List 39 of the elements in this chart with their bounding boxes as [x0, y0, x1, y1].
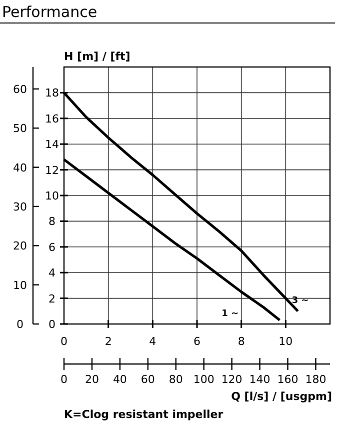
- x-tick-label: 10: [278, 335, 293, 348]
- x2-tick-label: 160: [277, 373, 298, 386]
- x-tick-label: 6: [194, 335, 200, 348]
- x2-tick-label: 180: [305, 373, 326, 386]
- y-tick-label: 6: [48, 240, 56, 254]
- text: K=Clog resistant impeller: [64, 408, 224, 421]
- y2-tick-label: 0: [16, 318, 24, 331]
- y-tick-label: 2: [48, 292, 56, 306]
- x2-tick-label: 40: [112, 373, 127, 386]
- series-label: 3 ~: [292, 296, 309, 306]
- y-tick-label: 16: [45, 112, 59, 126]
- y2-tick-label: 50: [13, 122, 27, 136]
- y-axis-title: H [m] / [ft]: [64, 50, 130, 63]
- x2-tick-label: 80: [168, 373, 183, 386]
- y-tick-label: 8: [48, 215, 56, 228]
- x-axis-title: Q [l/s] / [usgpm]: [231, 390, 332, 403]
- y-tick-label: 10: [45, 190, 59, 202]
- y-tick-label: 18: [45, 86, 59, 100]
- x2-tick-label: 60: [140, 373, 155, 386]
- x2-tick-label: 120: [221, 373, 242, 386]
- y2-tick-label: 60: [13, 82, 27, 96]
- x2-tick-label: 140: [249, 373, 270, 386]
- chart-title: Performance: [2, 3, 98, 21]
- x-tick-label: 8: [238, 335, 245, 348]
- x-tick-label: 0: [60, 335, 68, 348]
- y2-tick-label: 20: [13, 240, 27, 253]
- x2-tick-label: 0: [60, 373, 68, 386]
- y2-tick-label: 30: [13, 200, 27, 214]
- y-tick-label: 12: [45, 164, 59, 177]
- y-tick-label: 0: [48, 318, 56, 331]
- y2-tick-label: 10: [13, 278, 27, 292]
- x2-tick-label: 20: [84, 373, 99, 386]
- y-tick-label: 4: [48, 266, 56, 280]
- x-tick-label: 4: [149, 335, 156, 348]
- y-tick-label: 14: [45, 138, 59, 152]
- series-label: 1 ~: [222, 309, 239, 320]
- x2-tick-label: 100: [193, 373, 214, 386]
- y2-tick-label: 40: [13, 161, 27, 174]
- x-tick-label: 2: [104, 335, 112, 348]
